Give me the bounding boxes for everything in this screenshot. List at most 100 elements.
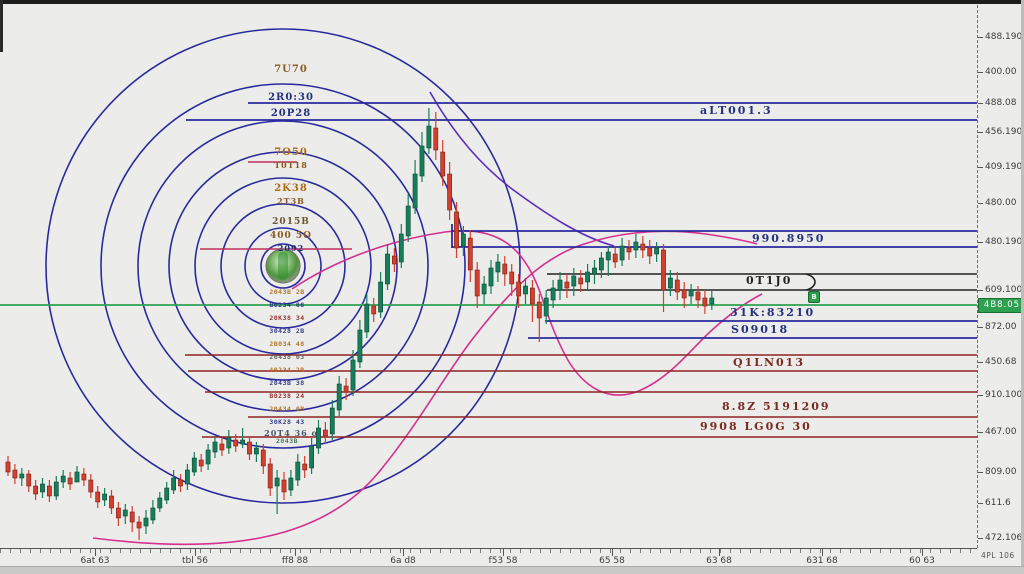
price-axis-tick (978, 432, 983, 433)
candle (40, 478, 45, 498)
candle-body (474, 269, 480, 297)
label-bracket (805, 273, 816, 291)
garbled-label-column-row: B0238 24 (269, 392, 305, 400)
candle (164, 482, 170, 504)
candle (350, 350, 356, 396)
candle (378, 272, 383, 318)
candle (488, 260, 494, 294)
candle-body (378, 281, 383, 313)
candle-body (178, 479, 183, 487)
candle-body (571, 275, 577, 287)
candle-body (88, 479, 94, 493)
candle (516, 274, 521, 308)
candle (550, 280, 556, 308)
fib-circle[interactable] (220, 203, 346, 329)
buy-marker[interactable]: B (808, 291, 820, 303)
candle (295, 454, 301, 486)
candle-body (495, 261, 501, 273)
purple-fib-curve[interactable] (429, 91, 615, 247)
candle (419, 132, 425, 182)
price-axis-label: 872.00 (985, 322, 1017, 332)
candle (454, 202, 459, 258)
candle-body (212, 441, 218, 453)
candle-body (157, 497, 163, 509)
candle (329, 400, 335, 440)
price-axis-label: 480.190 (985, 237, 1023, 247)
time-axis-tick (922, 549, 923, 556)
candle (398, 224, 404, 268)
price-axis-tick (978, 362, 983, 363)
garbled-label-column-row: 30K28 43 (269, 418, 305, 426)
garbled-label-column-row: 20438 03 (269, 353, 305, 361)
time-axis-tick (503, 549, 504, 556)
time-axis-tick (719, 549, 720, 556)
candle (60, 470, 66, 488)
garbled-label-column-row: 40234 2B (269, 366, 305, 374)
candle (523, 278, 528, 304)
fib-level-label: 7O50 (274, 147, 308, 158)
candle-body (260, 449, 266, 467)
candle (74, 466, 80, 483)
fib-circle[interactable] (194, 177, 372, 355)
fib-circle[interactable] (260, 243, 306, 289)
candle (309, 438, 314, 474)
price-axis-label: 488.190 (985, 32, 1023, 42)
candle-body (454, 211, 459, 249)
price-axis-label: 488.08 (985, 98, 1017, 108)
candle (702, 290, 708, 314)
candle-body (647, 247, 653, 257)
candle (191, 452, 197, 476)
candle-body (198, 459, 204, 467)
candle-body (240, 439, 245, 445)
candle (53, 476, 59, 500)
candle-body (364, 303, 370, 333)
candle-body (233, 439, 239, 447)
candle-body (95, 491, 101, 503)
price-axis-label: 409.190 (985, 162, 1023, 172)
candle-body (274, 477, 280, 487)
fib-circle[interactable] (244, 227, 322, 305)
candle-body (205, 449, 211, 465)
candle (178, 474, 183, 492)
buy-marker-letter: B (811, 293, 817, 301)
price-axis-label: 480.00 (985, 198, 1017, 208)
price-axis-label: 910.100 (985, 390, 1023, 400)
price-axis-tick (978, 327, 983, 328)
candle-body (226, 437, 232, 449)
candle-body (350, 359, 356, 391)
candle (405, 194, 411, 242)
candle (102, 488, 107, 506)
candle (571, 268, 577, 296)
candle (254, 442, 259, 462)
fib-level-label: 20P28 (270, 108, 312, 119)
candle (33, 480, 38, 500)
candle-body (74, 471, 80, 483)
garbled-label-column-row: 2B034 48 (269, 340, 305, 348)
level-label: 8.8Z 5191209 (722, 400, 831, 413)
fib-circle[interactable] (45, 28, 521, 504)
time-axis-tick (195, 549, 196, 556)
fib-circle[interactable] (168, 151, 398, 381)
magenta-arc-rising[interactable] (92, 230, 758, 546)
fib-level-label: 2092 (277, 243, 305, 253)
candle-body (26, 473, 32, 487)
fib-level-label: 2K38 (274, 183, 308, 194)
price-axis-tick (978, 103, 983, 104)
candle-body (447, 173, 452, 211)
time-axis[interactable]: 6at 63 tbl 56 ff8 88 6a d8 f53 58 65 58 63 68 6… (0, 548, 977, 574)
fib-circle[interactable] (137, 120, 429, 412)
candle (709, 290, 715, 310)
candle-body (336, 383, 342, 411)
price-axis-label: 809.00 (985, 467, 1017, 477)
candle (605, 246, 611, 276)
candle (88, 474, 94, 498)
candle-body (605, 251, 611, 261)
price-axis[interactable]: 488.190 400.00 488.08 456.190 409.190 480.00 4… (977, 0, 1024, 548)
level-label: aLT001.3 (700, 104, 773, 117)
fib-circle[interactable] (100, 83, 466, 449)
candle (598, 252, 604, 278)
price-axis-label: 400.00 (985, 67, 1017, 77)
candle-body (5, 461, 11, 473)
